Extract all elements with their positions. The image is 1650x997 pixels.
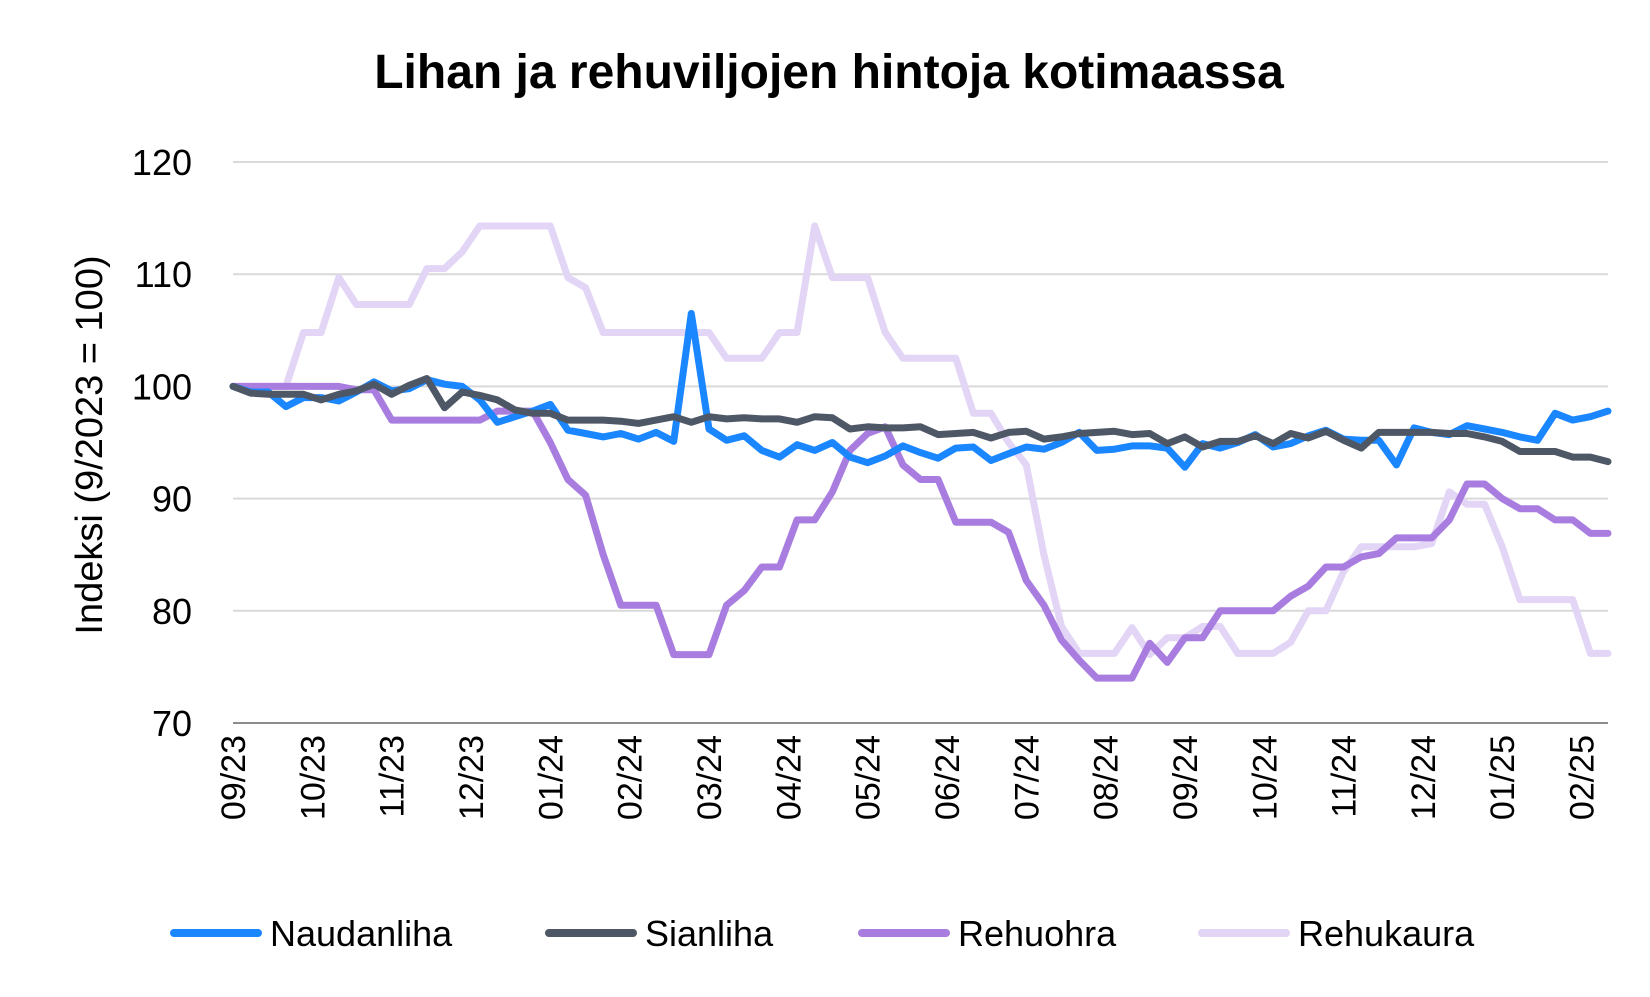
- series-line-rehukaura: [229, 222, 1612, 659]
- x-tick-label: 05/24: [850, 735, 888, 820]
- y-tick-label: 90: [152, 479, 192, 520]
- x-tick-label: 11/24: [1326, 735, 1364, 818]
- legend: Naudanliha Sianliha Rehuohra Rehukaura: [170, 913, 1475, 954]
- y-axis-label: Indeksi (9/2023 = 100): [69, 255, 111, 634]
- x-tick-label: 10/24: [1246, 735, 1284, 820]
- x-tick-label: 07/24: [1008, 735, 1046, 820]
- series-line-naudanliha: [229, 310, 1612, 471]
- series-line-sianliha: [229, 375, 1612, 466]
- x-tick-label: 01/25: [1484, 735, 1522, 820]
- x-tick-label: 12/23: [453, 735, 491, 820]
- series-line-rehuohra: [229, 382, 1612, 682]
- y-tick-label: 100: [132, 366, 192, 407]
- y-tick-labels: 70 80 90 100 110 120: [132, 142, 192, 744]
- y-tick-label: 120: [132, 142, 192, 183]
- y-tick-label: 70: [152, 703, 192, 744]
- chart-title: Lihan ja rehuviljojen hintoja kotimaassa: [374, 46, 1284, 99]
- x-tick-label: 03/24: [691, 735, 729, 820]
- x-tick-label: 01/24: [532, 735, 570, 820]
- legend-label-rehuohra: Rehuohra: [958, 913, 1117, 954]
- legend-label-rehukaura: Rehukaura: [1298, 913, 1475, 954]
- x-tick-label: 02/24: [612, 735, 650, 820]
- y-tick-label: 80: [152, 591, 192, 632]
- x-tick-label: 06/24: [929, 735, 967, 820]
- x-tick-label: 04/24: [770, 735, 808, 820]
- y-tick-label: 110: [135, 254, 192, 295]
- legend-label-naudanliha: Naudanliha: [270, 913, 453, 954]
- x-tick-label: 08/24: [1088, 735, 1126, 820]
- x-tick-label: 10/23: [294, 735, 332, 820]
- x-tick-label: 12/24: [1405, 735, 1443, 820]
- legend-label-sianliha: Sianliha: [645, 913, 774, 954]
- x-tick-label: 11/23: [374, 735, 412, 818]
- x-tick-label: 09/24: [1167, 735, 1205, 820]
- x-tick-label: 09/23: [215, 735, 253, 820]
- x-tick-labels: 09/23 10/23 11/23 12/23 01/24 02/24 03/24 04/24…: [215, 735, 1602, 820]
- x-tick-label: 02/25: [1564, 735, 1602, 820]
- series-lines: [229, 222, 1612, 682]
